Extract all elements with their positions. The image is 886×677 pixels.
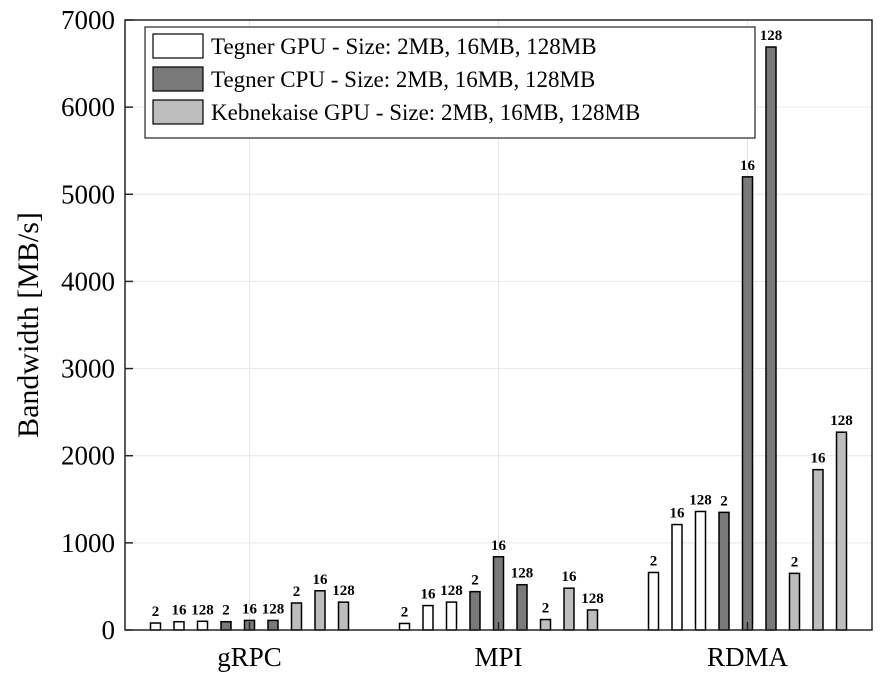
legend-label: Tegner GPU - Size: 2MB, 16MB, 128MB xyxy=(211,34,597,59)
bar xyxy=(422,604,434,631)
bar-size-label: 128 xyxy=(191,602,214,618)
bar-size-label: 16 xyxy=(421,587,437,603)
bar-size-label: 128 xyxy=(332,583,355,599)
y-tick-label: 2000 xyxy=(61,441,115,471)
legend-swatch xyxy=(152,99,204,125)
legend-swatch xyxy=(152,66,204,92)
bar-size-label: 2 xyxy=(720,493,728,509)
bar-size-label: 128 xyxy=(440,583,463,599)
bar-size-label: 2 xyxy=(401,604,409,620)
x-axis-ticks: gRPC MPI RDMA xyxy=(217,622,789,672)
bars xyxy=(149,46,848,631)
y-tick-label: 4000 xyxy=(61,266,115,296)
bar xyxy=(647,571,660,631)
bar xyxy=(469,590,481,631)
legend: Tegner GPU - Size: 2MB, 16MB, 128MB Tegne… xyxy=(144,26,756,139)
bar xyxy=(290,602,303,631)
bar-size-label: 16 xyxy=(811,451,827,467)
bar xyxy=(741,176,754,631)
bar-size-label: 16 xyxy=(242,601,258,617)
bar xyxy=(694,510,707,631)
bar-size-label: 16 xyxy=(491,538,507,554)
bar xyxy=(492,556,505,631)
bar-size-label: 2 xyxy=(791,554,799,570)
bar xyxy=(398,622,411,631)
bar-size-label: 128 xyxy=(262,601,285,617)
x-tick-label: MPI xyxy=(474,642,522,672)
bar-size-label: 16 xyxy=(172,603,188,619)
bar-size-label: 2 xyxy=(542,601,550,617)
bar xyxy=(220,620,232,631)
bar xyxy=(788,572,801,631)
bar xyxy=(314,590,326,631)
bar xyxy=(267,619,279,631)
bar xyxy=(337,601,350,631)
bar xyxy=(149,622,162,631)
bar-size-label: 2 xyxy=(222,603,230,619)
bar-size-label: 128 xyxy=(760,28,783,44)
bar xyxy=(718,511,730,631)
bar-size-label: 2 xyxy=(152,604,160,620)
legend-label: Kebnekaise GPU - Size: 2MB, 16MB, 128MB xyxy=(211,100,640,125)
bar xyxy=(835,431,848,631)
bar-size-label: 16 xyxy=(562,569,578,585)
bar xyxy=(539,618,552,631)
bar-size-label: 128 xyxy=(511,566,534,582)
bar-size-label: 128 xyxy=(830,413,853,429)
bar xyxy=(563,587,575,631)
y-tick-label: 3000 xyxy=(61,354,115,384)
y-tick-label: 7000 xyxy=(61,5,115,35)
bar-size-label: 16 xyxy=(740,158,756,174)
bar xyxy=(586,609,599,631)
bar-size-label: 16 xyxy=(313,572,329,588)
bar xyxy=(765,46,777,631)
y-tick-label: 1000 xyxy=(61,528,115,558)
bar xyxy=(196,620,209,631)
bar xyxy=(812,468,824,631)
bar xyxy=(445,601,458,631)
bar-size-label: 16 xyxy=(670,506,686,522)
y-axis-ticks: 0 1000 2000 3000 4000 5000 6000 7000 xyxy=(61,5,133,645)
bar-size-label: 128 xyxy=(581,591,604,607)
y-tick-label: 6000 xyxy=(61,92,115,122)
legend-box xyxy=(144,26,756,139)
legend-swatch xyxy=(152,33,204,59)
bar xyxy=(516,583,528,631)
bar xyxy=(173,620,185,631)
y-tick-label: 0 xyxy=(102,615,116,645)
x-tick-label: gRPC xyxy=(217,642,282,672)
x-tick-label: RDMA xyxy=(707,642,789,672)
y-tick-label: 5000 xyxy=(61,179,115,209)
bar-size-label: 2 xyxy=(293,584,301,600)
legend-label: Tegner CPU - Size: 2MB, 16MB, 128MB xyxy=(211,67,595,92)
bar-size-label: 2 xyxy=(650,553,658,569)
bar-size-label: 128 xyxy=(689,492,712,508)
bar xyxy=(671,523,683,631)
y-axis-label: Bandwidth [MB/s] xyxy=(12,212,45,438)
bar-size-label: 2 xyxy=(471,573,479,589)
